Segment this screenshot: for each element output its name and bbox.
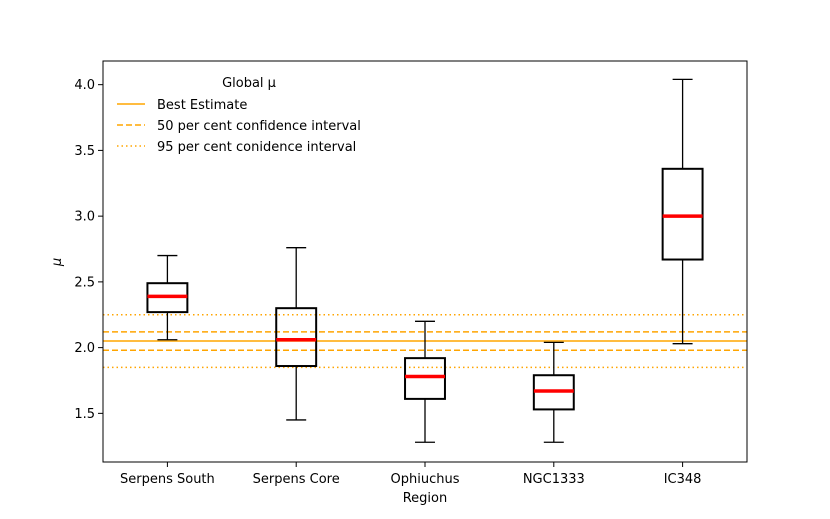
x-axis-ticks: Serpens South Serpens Core Ophiuchus NGC133…: [120, 462, 701, 487]
box-iqr: [275, 307, 318, 368]
legend-label-best-estimate: Best Estimate: [157, 98, 247, 113]
box-iqr: [404, 357, 446, 400]
x-tick-label: NGC1333: [523, 472, 585, 487]
x-tick-label: Ophiuchus: [391, 472, 460, 487]
box-plot-series: [146, 78, 704, 443]
y-axis-label: μ: [50, 258, 65, 267]
box-ophiuchus: [404, 320, 446, 443]
x-axis-label: Region: [403, 491, 448, 506]
x-tick-label: Serpens South: [120, 472, 215, 487]
x-tick-label: IC348: [664, 472, 702, 487]
y-tick-label: 2.5: [74, 275, 95, 290]
legend-label-50-ci: 50 per cent confidence interval: [157, 119, 361, 134]
y-axis-ticks: 1.5 2.0 2.5 3.0 3.5 4.0: [74, 78, 103, 422]
legend: Global μ Best Estimate 50 per cent confi…: [117, 76, 361, 155]
box-iqr: [661, 167, 704, 261]
box-ic348: [661, 78, 704, 345]
y-tick-label: 2.0: [74, 341, 95, 356]
y-tick-label: 3.0: [74, 210, 95, 225]
legend-title: Global μ: [222, 76, 276, 91]
box-serpens-south: [146, 254, 189, 341]
x-tick-label: Serpens Core: [253, 472, 340, 487]
y-tick-label: 1.5: [74, 407, 95, 422]
legend-label-95-ci: 95 per cent conidence interval: [157, 140, 356, 155]
box-serpens-core: [275, 247, 318, 421]
y-tick-label: 3.5: [74, 144, 95, 159]
y-tick-label: 4.0: [74, 78, 95, 93]
box-ngc1333: [532, 341, 575, 443]
